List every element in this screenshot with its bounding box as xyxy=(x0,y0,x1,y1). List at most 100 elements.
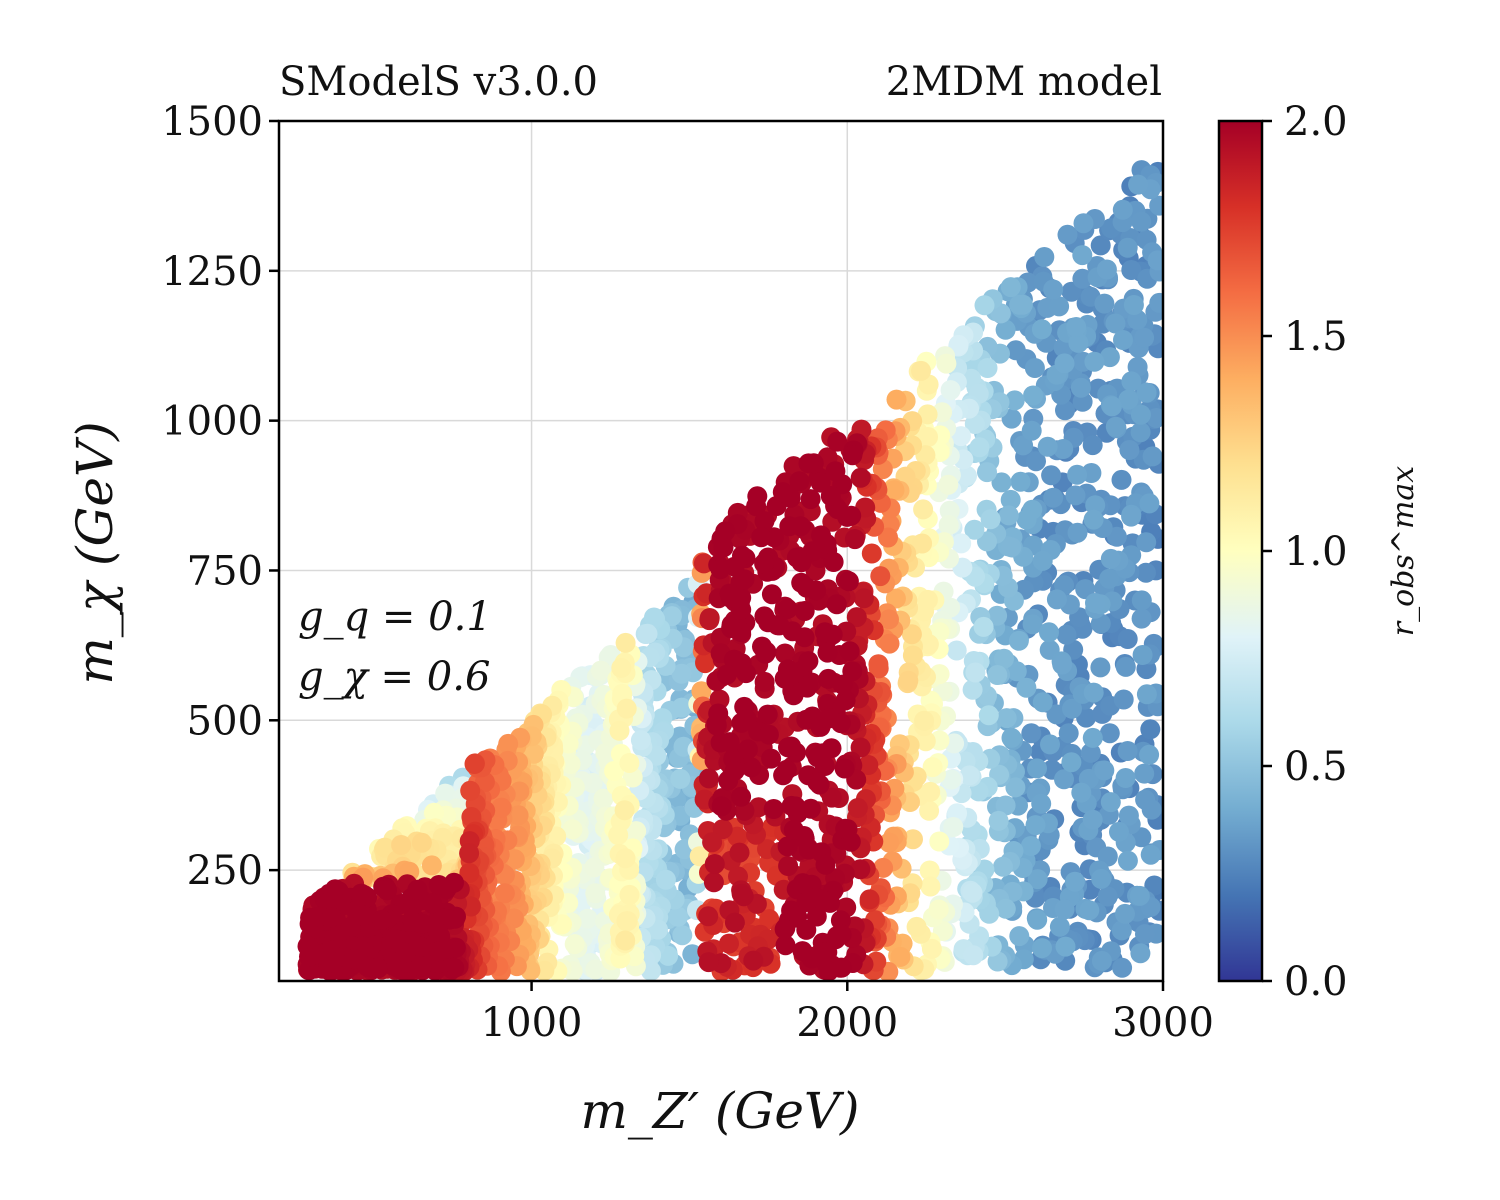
scatter-point xyxy=(1020,836,1041,856)
scatter-point xyxy=(1119,440,1140,460)
colorbar-ticks: 0.0 0.5 1.0 1.5 2.0 xyxy=(1262,99,1348,1005)
scatter-point xyxy=(831,924,852,945)
scatter-point xyxy=(1073,213,1094,234)
scatter-point xyxy=(1054,899,1075,920)
scatter-point xyxy=(615,632,636,653)
plot-frame xyxy=(277,119,1165,983)
scatter-point xyxy=(943,817,964,837)
scatter-point xyxy=(1091,950,1112,971)
scatter-point xyxy=(1118,389,1139,410)
scatter-point xyxy=(614,800,635,821)
scatter-point xyxy=(1113,330,1133,350)
scatter-point xyxy=(1068,332,1089,353)
scatter-point xyxy=(811,525,831,546)
scatter-point xyxy=(1115,768,1136,788)
scatter-point xyxy=(1032,550,1053,571)
scatter-point xyxy=(1005,340,1026,361)
scatter-point xyxy=(929,831,950,852)
scatter-point xyxy=(1136,532,1157,553)
scatter-point xyxy=(792,941,813,962)
scatter-point xyxy=(1000,277,1021,298)
scatter-point xyxy=(703,872,724,893)
scatter-point xyxy=(713,537,734,558)
scatter-point xyxy=(1023,385,1044,406)
scatter-point xyxy=(1115,656,1136,677)
scatter-point xyxy=(783,820,804,840)
scatter-point xyxy=(498,733,519,754)
scatter-point xyxy=(372,909,392,930)
scatter-point xyxy=(878,527,898,548)
scatter-point xyxy=(1032,938,1052,959)
scatter-point xyxy=(577,908,598,929)
scatter-point xyxy=(724,556,745,577)
scatter-point xyxy=(821,787,842,808)
scatter-point xyxy=(1046,589,1067,610)
scatter-point xyxy=(962,679,983,700)
scatter-point xyxy=(720,587,741,608)
scatter-point xyxy=(1117,237,1138,258)
scatter-point xyxy=(698,768,719,789)
scatter-point xyxy=(754,553,775,574)
scatter-point xyxy=(1141,799,1162,820)
scatter-point xyxy=(902,645,923,666)
scatter-point xyxy=(733,886,754,907)
scatter-point xyxy=(1149,195,1163,216)
scatter-point xyxy=(1100,792,1121,813)
scatter-point xyxy=(973,616,994,637)
scatter-point xyxy=(1130,422,1151,443)
scatter-point xyxy=(800,489,821,510)
scatter-point xyxy=(1134,763,1155,784)
scatter-point xyxy=(1053,439,1074,459)
scatter-point xyxy=(987,605,1008,626)
scatter-point xyxy=(797,677,818,698)
scatter-point xyxy=(920,876,941,897)
scatter-point xyxy=(1139,493,1160,514)
scatter-point xyxy=(721,618,742,639)
scatter-point xyxy=(842,661,863,682)
scatter-point xyxy=(438,938,459,959)
scatter-point xyxy=(1135,924,1155,945)
scatter-point xyxy=(1024,358,1045,378)
scatter-points xyxy=(297,160,1163,981)
y-tick-label: 750 xyxy=(187,548,263,594)
scatter-point xyxy=(903,829,923,850)
scatter-point xyxy=(1009,294,1030,315)
scatter-point xyxy=(1105,313,1126,334)
scatter-point xyxy=(699,608,720,628)
scatter-point xyxy=(841,505,862,526)
scatter-point xyxy=(1131,608,1152,629)
scatter-point xyxy=(731,786,752,807)
scatter-point xyxy=(1067,522,1088,543)
scatter-point xyxy=(777,836,798,857)
scatter-point xyxy=(1049,296,1070,317)
scatter-point xyxy=(775,935,796,956)
scatter-point xyxy=(411,956,432,977)
scatter-point xyxy=(353,905,374,926)
scatter-point xyxy=(911,360,931,381)
scatter-point xyxy=(913,499,934,520)
scatter-point xyxy=(948,334,969,355)
scatter-point xyxy=(1091,868,1112,889)
scatter-point xyxy=(1062,698,1082,719)
scatter-point xyxy=(564,934,585,955)
scatter-point xyxy=(758,724,779,745)
scatter-point xyxy=(1090,235,1111,256)
scatter-point xyxy=(1025,815,1046,836)
y-tick-label: 500 xyxy=(187,698,263,744)
scatter-point xyxy=(819,708,840,729)
scatter-point xyxy=(1016,677,1037,698)
scatter-point xyxy=(1046,704,1067,725)
scatter-point xyxy=(806,906,827,927)
scatter-point xyxy=(815,854,836,875)
annotation-gchi: g_χ = 0.6 xyxy=(298,654,490,700)
scatter-point xyxy=(322,952,343,973)
scatter-point xyxy=(806,580,827,601)
scatter-point xyxy=(814,622,835,643)
scatter-point xyxy=(672,925,693,946)
scatter-point xyxy=(914,601,935,622)
scatter-point xyxy=(906,916,927,937)
scatter-point xyxy=(886,389,907,410)
scatter-point xyxy=(938,515,959,535)
scatter-point xyxy=(616,911,637,932)
scatter-point xyxy=(508,805,529,826)
